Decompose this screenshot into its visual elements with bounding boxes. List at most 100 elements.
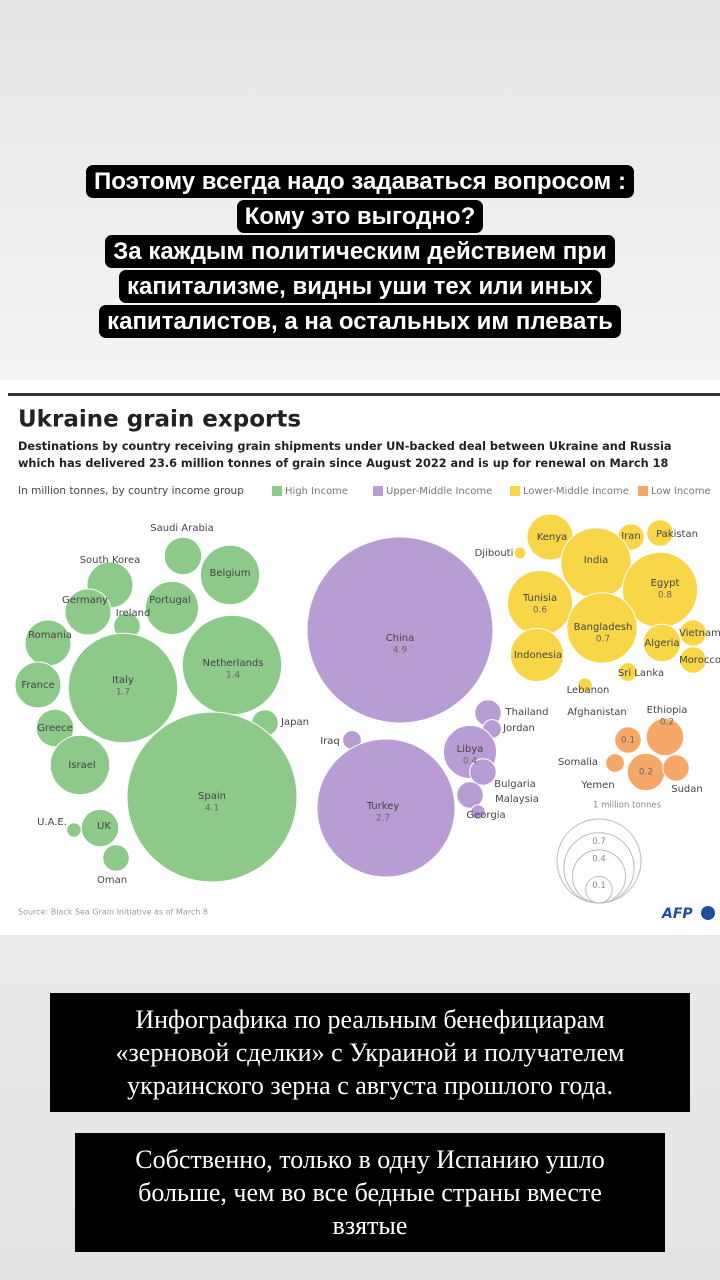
top-caption: Поэтому всегда надо задаваться вопросом …	[0, 164, 720, 339]
value-label: 0.2	[639, 768, 653, 778]
bubble-label: Kenya	[537, 532, 568, 543]
logo: AFP	[661, 906, 693, 922]
bubble-label: Japan	[280, 717, 309, 728]
caption-box: Инфографика по реальным бенефициарам «зе…	[50, 993, 690, 1112]
size-legend-label: 0.7	[592, 837, 606, 847]
bubble-label: U.A.E.	[37, 817, 67, 828]
caption-line: капитализме, видны уши тех или иных	[119, 270, 601, 303]
bubble	[163, 536, 203, 576]
caption-line: «зерновой сделки» с Украиной и получател…	[115, 1038, 625, 1067]
bubble-label: Oman	[97, 875, 127, 886]
caption-line: Собственно, только в одну Испанию ушло	[135, 1145, 605, 1174]
bubble-label: Bulgaria	[494, 779, 535, 790]
legend-label: Lower-Middle Income	[523, 486, 629, 497]
bubble	[470, 804, 486, 820]
caption-line: Инфографика по реальным бенефициарам	[135, 1005, 605, 1034]
bubble-label: Egypt	[651, 578, 680, 589]
bubble	[679, 646, 707, 674]
bubble	[80, 808, 120, 848]
chart-subtitle: Destinations by country receiving grain …	[18, 440, 672, 453]
bubble-label: South Korea	[80, 555, 141, 566]
bubble-label: Romania	[28, 630, 72, 641]
bubble	[316, 738, 456, 878]
bubble-label: Indonesia	[514, 650, 562, 661]
size-legend-label: 0.1	[592, 881, 606, 891]
bubble	[144, 580, 200, 636]
value-label: 0.8	[658, 591, 673, 601]
bubble-label: Lebanon	[567, 685, 610, 696]
bubble	[577, 677, 593, 693]
bubble-label: Yemen	[580, 780, 614, 791]
value-label: 0.2	[660, 718, 674, 728]
bubble	[646, 519, 674, 547]
bubble-label: Somalia	[558, 757, 598, 768]
legend-swatch	[272, 486, 282, 496]
bubble-label: Bangladesh	[574, 622, 633, 633]
bubble	[662, 754, 690, 782]
caption-line: взятые	[332, 1211, 408, 1240]
bubble	[35, 708, 75, 748]
bubble-label: China	[386, 633, 415, 644]
bubble-label: Afghanistan	[567, 707, 627, 718]
caption-line: капиталистов, а на остальных им плевать	[99, 305, 621, 338]
bubble-label: Sri Lanka	[618, 668, 664, 679]
bubble	[645, 717, 685, 757]
value-label: 0.1	[621, 736, 635, 746]
legend-swatch	[638, 486, 648, 496]
legend-swatch	[373, 486, 383, 496]
bubble-label: Tunisia	[522, 593, 557, 604]
bubble-label: Iran	[621, 531, 641, 542]
bubble-label: Turkey	[366, 801, 400, 812]
bubble	[64, 588, 112, 636]
caption-line: Кому это выгодно?	[236, 200, 484, 233]
value-label: 2.7	[376, 814, 390, 824]
legend-label: Upper-Middle Income	[386, 486, 492, 497]
caption-line: Поэтому всегда надо задаваться вопросом …	[86, 165, 634, 198]
bubble-label: Israel	[68, 760, 95, 771]
bubble-label: Netherlands	[203, 658, 264, 669]
value-label: 0.6	[533, 606, 548, 616]
bubble	[456, 781, 484, 809]
bubble-label: Saudi Arabia	[150, 523, 213, 534]
legend-title: In million tonnes, by country income gro…	[18, 485, 244, 497]
bubble	[614, 726, 642, 754]
bubble-label: UK	[97, 821, 111, 832]
value-label: 4.9	[393, 646, 408, 656]
bubble-label: Italy	[112, 675, 134, 686]
bubble-label: Spain	[198, 791, 226, 802]
legend-label: High Income	[285, 486, 348, 497]
bubble-label: Vietnam	[679, 628, 720, 639]
bubble	[306, 536, 494, 724]
value-label: 1.7	[116, 688, 130, 698]
bubble	[199, 544, 261, 606]
value-label: 1.4	[226, 671, 241, 681]
size-legend-circle	[585, 875, 613, 904]
bubble-label: Portugal	[149, 595, 190, 606]
bubble-label: Algeria	[644, 638, 679, 649]
bubble	[126, 711, 298, 883]
legend-swatch	[510, 486, 520, 496]
bubble-label: Georgia	[466, 810, 505, 821]
chart-title: Ukraine grain exports	[18, 407, 301, 433]
bubble-label: Ireland	[116, 608, 151, 619]
bubble-label: Belgium	[210, 568, 251, 579]
bubble-label: Thailand	[505, 707, 549, 718]
bubble	[618, 662, 638, 682]
bubble-label: Pakistan	[656, 529, 698, 540]
caption-box: Собственно, только в одну Испанию ушло б…	[75, 1133, 665, 1252]
bubble-label: Djibouti	[475, 548, 514, 559]
bubble	[605, 753, 625, 773]
bubble	[24, 619, 72, 667]
bubble-label: Malaysia	[495, 794, 539, 805]
top-rule	[8, 393, 720, 396]
bubble	[14, 661, 62, 709]
caption-line: украинского зерна с августа прошлого год…	[127, 1071, 613, 1100]
value-label: 0.4	[463, 757, 478, 767]
bubble	[66, 822, 82, 838]
bubble	[67, 632, 179, 744]
bubble-label: Germany	[62, 595, 108, 606]
size-legend-label: 0.4	[592, 854, 606, 864]
logo-dot	[701, 906, 715, 920]
